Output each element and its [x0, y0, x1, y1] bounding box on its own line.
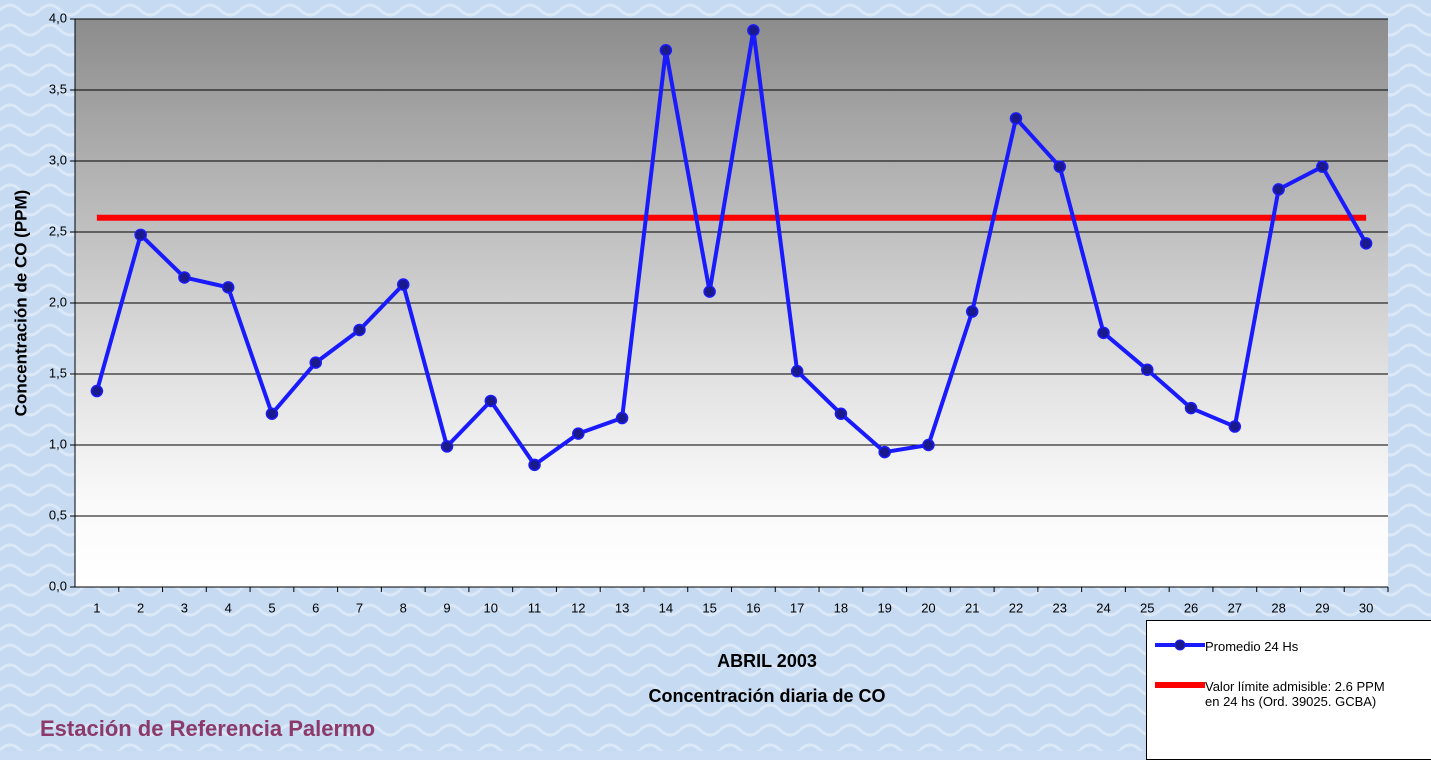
- data-point: [442, 441, 453, 452]
- data-point: [1098, 327, 1109, 338]
- data-point: [1142, 364, 1153, 375]
- x-tick-label: 10: [484, 600, 498, 615]
- legend-item: Valor límite admisible: 2.6 PPM en 24 hs…: [1155, 679, 1390, 709]
- data-point: [179, 272, 190, 283]
- y-tick-label: 2,0: [49, 294, 67, 309]
- data-point: [91, 386, 102, 397]
- x-tick-label: 2: [137, 600, 144, 615]
- data-point: [1010, 113, 1021, 124]
- x-tick-label: 21: [965, 600, 979, 615]
- data-point: [1361, 238, 1372, 249]
- y-tick-label: 3,5: [49, 81, 67, 96]
- data-point: [1054, 161, 1065, 172]
- chart-subtitle: Concentración diaria de CO: [648, 686, 885, 706]
- data-point: [792, 366, 803, 377]
- legend-label: Valor límite admisible: 2.6 PPM en 24 hs…: [1205, 679, 1390, 709]
- data-point: [1273, 184, 1284, 195]
- x-tick-label: 11: [528, 600, 542, 615]
- data-point: [135, 229, 146, 240]
- data-point: [660, 45, 671, 56]
- data-point: [398, 279, 409, 290]
- y-tick-label: 4,0: [49, 10, 67, 25]
- x-tick-label: 12: [571, 600, 585, 615]
- x-tick-label: 5: [268, 600, 275, 615]
- data-point: [1186, 403, 1197, 414]
- x-tick-label: 24: [1096, 600, 1110, 615]
- x-tick-label: 28: [1271, 600, 1285, 615]
- x-tick-label: 25: [1140, 600, 1154, 615]
- x-tick-label: 27: [1228, 600, 1242, 615]
- y-tick-label: 3,0: [49, 152, 67, 167]
- data-point: [617, 413, 628, 424]
- x-tick-label: 15: [702, 600, 716, 615]
- data-point: [704, 286, 715, 297]
- x-tick-label: 13: [615, 600, 629, 615]
- data-point: [354, 324, 365, 335]
- x-tick-label: 1: [93, 600, 100, 615]
- x-tick-label: 3: [181, 600, 188, 615]
- x-tick-label: 8: [400, 600, 407, 615]
- legend-item: Promedio 24 Hs: [1155, 639, 1390, 654]
- data-point: [485, 395, 496, 406]
- x-tick-label: 16: [746, 600, 760, 615]
- data-point: [1317, 161, 1328, 172]
- x-tick-label: 29: [1315, 600, 1329, 615]
- data-point: [310, 357, 321, 368]
- legend: Promedio 24 Hs Valor límite admisible: 2.…: [1146, 620, 1431, 760]
- x-tick-label: 14: [659, 600, 673, 615]
- data-point: [573, 428, 584, 439]
- x-tick-label: 23: [1053, 600, 1067, 615]
- legend-swatch: [1155, 639, 1205, 651]
- data-point: [967, 306, 978, 317]
- x-tick-label: 4: [225, 600, 232, 615]
- data-point: [923, 440, 934, 451]
- y-axis-label: Concentración de CO (PPM): [11, 190, 30, 417]
- x-tick-label: 30: [1359, 600, 1373, 615]
- data-point: [223, 282, 234, 293]
- page: Concentración de CO (PPM) ABRIL 2003 Con…: [0, 0, 1431, 751]
- x-tick-label: 7: [356, 600, 363, 615]
- chart-title: ABRIL 2003: [717, 651, 817, 671]
- x-tick-label: 19: [877, 600, 891, 615]
- x-tick-label: 6: [312, 600, 319, 615]
- data-point: [748, 25, 759, 36]
- x-tick-label: 9: [443, 600, 450, 615]
- x-tick-label: 18: [834, 600, 848, 615]
- data-point: [529, 459, 540, 470]
- y-tick-label: 0,0: [49, 578, 67, 593]
- data-point: [879, 447, 890, 458]
- y-tick-label: 0,5: [49, 507, 67, 522]
- data-point: [835, 408, 846, 419]
- legend-swatch: [1155, 679, 1205, 691]
- data-point: [1229, 421, 1240, 432]
- legend-label: Promedio 24 Hs: [1205, 639, 1390, 654]
- y-tick-label: 2,5: [49, 223, 67, 238]
- x-tick-label: 20: [921, 600, 935, 615]
- x-tick-label: 26: [1184, 600, 1198, 615]
- station-label: Estación de Referencia Palermo: [40, 716, 375, 741]
- x-tick-label: 17: [790, 600, 804, 615]
- data-point: [266, 408, 277, 419]
- x-tick-label: 22: [1009, 600, 1023, 615]
- y-tick-label: 1,0: [49, 436, 67, 451]
- y-tick-label: 1,5: [49, 365, 67, 380]
